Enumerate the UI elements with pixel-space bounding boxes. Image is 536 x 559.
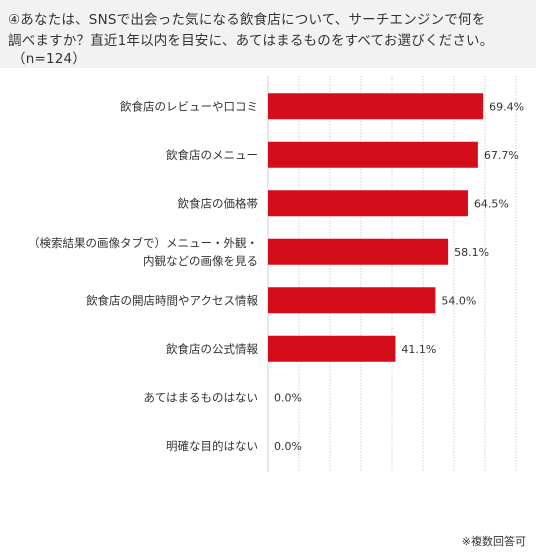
value-label: 41.1%: [401, 343, 436, 356]
bar: [268, 335, 396, 362]
category-label: あてはまるものはない: [143, 390, 258, 404]
value-label: 69.4%: [489, 100, 524, 113]
category-label: 飲食店のレビューや口コミ: [120, 99, 258, 113]
sample-size: （n=124）: [12, 51, 87, 67]
bar: [268, 93, 484, 120]
category-label: （検索結果の画像タブで）メニュー・外観・内観などの画像を見る: [28, 236, 258, 268]
category-label: 飲食店の価格帯: [178, 196, 259, 210]
value-label: 0.0%: [274, 440, 302, 453]
category-label: 飲食店の公式情報: [166, 342, 258, 356]
value-label: 64.5%: [474, 197, 509, 210]
bar: [268, 238, 449, 265]
category-label: 明確な目的はない: [166, 439, 258, 453]
category-label: 飲食店のメニュー: [166, 148, 258, 162]
question-text-line1: ④あなたは、SNSで出会った気になる飲食店について、サーチエンジンで何を: [8, 12, 486, 28]
value-label: 67.7%: [484, 149, 519, 162]
bar: [268, 190, 468, 217]
bar-chart: 飲食店のレビューや口コミ 69.4% 飲食店のメニュー 67.7% 飲食店の価格帯 64.…: [28, 76, 524, 472]
bar: [268, 141, 478, 168]
question-text-line2: 調べますか？直近1年以内を目安に、あてはまるものをすべてお選びください。: [8, 33, 494, 49]
value-label: 54.0%: [441, 294, 476, 307]
value-label: 58.1%: [454, 246, 489, 259]
category-label: 飲食店の開店時間やアクセス情報: [86, 293, 258, 307]
value-label: 0.0%: [274, 391, 302, 404]
bar: [268, 287, 436, 314]
question-header: ④あなたは、SNSで出会った気になる飲食店について、サーチエンジンで何を 調べま…: [0, 0, 536, 68]
multiple-answer-note: ※複数回答可: [461, 535, 526, 548]
